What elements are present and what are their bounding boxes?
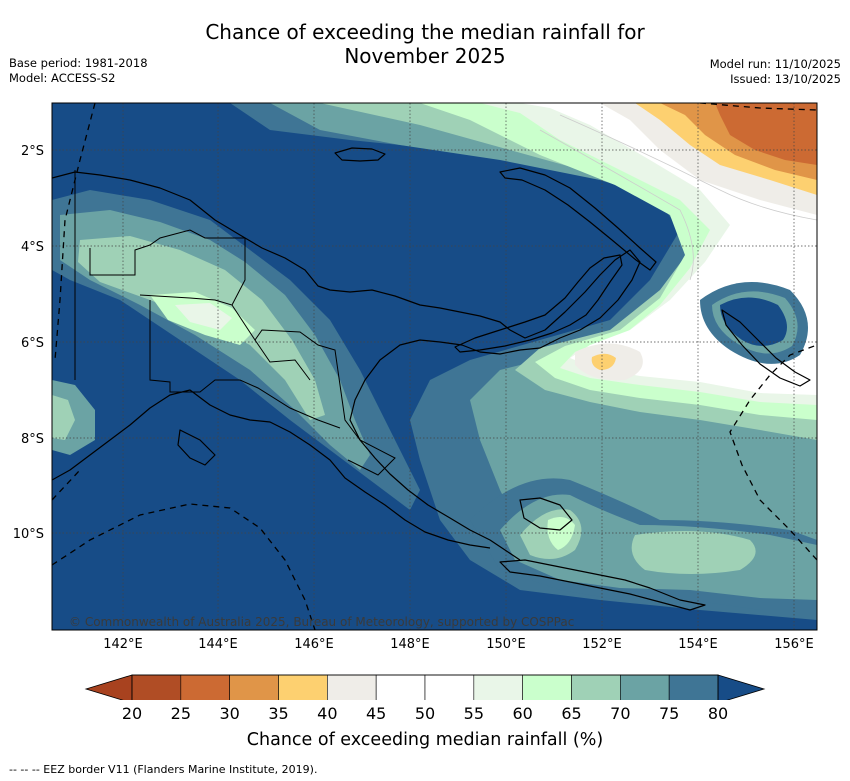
coastline-new-britain <box>454 254 623 353</box>
colorbar-tick-35: 35 <box>268 704 289 723</box>
lon-label-148e: 148°E <box>390 637 430 652</box>
contour-ne-corner-25 <box>715 103 817 165</box>
eez-border-northeast <box>699 103 817 111</box>
base-period-text: Base period: 1981-2018 <box>9 56 148 70</box>
colorbar-tick-75: 75 <box>658 704 680 723</box>
lon-label-146e: 146°E <box>294 637 334 652</box>
coastlines <box>52 147 811 611</box>
colorbar-frame <box>131 674 719 700</box>
contour-northeast-70 <box>270 103 817 610</box>
map-frame <box>51 102 818 631</box>
colorbar-segment-40-45 <box>327 674 377 700</box>
lat-label-4s: 4°S <box>21 240 44 255</box>
lon-label-156e: 156°E <box>774 637 814 652</box>
contour-west-edge-65 <box>52 395 75 440</box>
province-boundary-1 <box>89 229 246 306</box>
province-boundary-3 <box>149 300 341 429</box>
coastline-new-guinea-south <box>52 389 491 549</box>
lat-label-6s: 6°S <box>21 336 44 351</box>
contour-solomon-sea-east-65 <box>631 531 756 574</box>
colorbar-segment-30-35 <box>229 674 279 700</box>
latitude-labels: 2°S 4°S 6°S 8°S 10°S <box>13 144 44 542</box>
contour-central-dry-35 <box>591 353 616 370</box>
eez-border-southeast <box>729 344 817 561</box>
coastline-fly-delta <box>177 429 216 466</box>
colorbar-tick-80: 80 <box>707 704 729 723</box>
coastline-dentrecasteaux <box>519 497 573 531</box>
eez-border-southwest <box>52 503 316 630</box>
contour-bismarck-sea-wet-80 <box>720 297 787 346</box>
colorbar-tick-25: 25 <box>170 704 191 723</box>
colorbar-segment-65-70 <box>571 674 621 700</box>
lon-label-154e: 154°E <box>678 637 718 652</box>
colorbar-segment-20-25 <box>131 674 182 700</box>
contour-line-50 <box>559 114 817 221</box>
rainfall-contours <box>52 103 817 630</box>
colorbar-tick-50: 50 <box>414 704 436 723</box>
colorbar-tick-30: 30 <box>219 704 240 723</box>
eez-borders <box>52 103 817 630</box>
model-text: Model: ACCESS-S2 <box>9 71 116 85</box>
meta-left: Base period: 1981-2018 Model: ACCESS-S2 <box>9 56 148 86</box>
province-boundary-4 <box>254 339 311 381</box>
province-boundary-2 <box>139 294 396 476</box>
colorbar-segment-75-80 <box>668 674 719 700</box>
chart-title-line2: November 2025 <box>344 44 506 68</box>
colorbar-segment-25-30 <box>180 674 230 700</box>
eez-border-west-north <box>54 103 96 361</box>
coastline-louisiade <box>499 559 706 611</box>
colorbar-tick-65: 65 <box>561 704 582 723</box>
lon-label-144e: 144°E <box>198 637 238 652</box>
meta-right: Model run: 11/10/2025 Issued: 13/10/2025 <box>710 57 841 87</box>
lat-label-8s: 8°S <box>21 432 44 447</box>
colorbar-tick-40: 40 <box>317 704 338 723</box>
lon-label-150e: 150°E <box>486 637 526 652</box>
lon-label-142e: 142°E <box>103 637 143 652</box>
map-figure: © Commonwealth of Australia 2025, Bureau… <box>13 102 818 700</box>
model-run-text: Model run: 11/10/2025 <box>709 57 841 71</box>
coastline-bougainville <box>721 309 811 387</box>
contour-highlands-65 <box>78 236 325 420</box>
colorbar-tick-55: 55 <box>463 704 484 723</box>
colorbar-segment-55-60 <box>473 674 523 700</box>
coastline-new-guinea-north <box>52 171 641 561</box>
lat-label-10s: 10°S <box>13 527 44 542</box>
contour-solomon-sea-60 <box>547 516 575 550</box>
issued-text: Issued: 13/10/2025 <box>730 72 841 86</box>
eez-border-west-south <box>52 469 81 501</box>
copyright-attribution: © Commonwealth of Australia 2025, Bureau… <box>69 615 574 629</box>
eez-legend-note: -- -- -- EEZ border V11 (Flanders Marine… <box>9 763 318 776</box>
colorbar-segment-35-40 <box>278 674 328 700</box>
colorbar-tick-20: 20 <box>121 704 143 723</box>
contour-line-55 <box>539 129 694 281</box>
colorbar-segment-70-75 <box>620 674 670 700</box>
colorbar-under-arrow <box>84 674 133 700</box>
lon-label-152e: 152°E <box>582 637 622 652</box>
colorbar-over-arrow <box>717 674 766 700</box>
lat-label-2s: 2°S <box>21 144 44 159</box>
coastline-new-ireland <box>499 167 657 271</box>
chart-title-line1: Chance of exceeding the median rainfall … <box>205 20 645 44</box>
colorbar-segment-45-50 <box>375 674 426 700</box>
longitude-labels: 142°E 144°E 146°E 148°E 150°E 152°E 154°… <box>103 637 814 652</box>
coastline-manus <box>334 147 386 162</box>
colorbar-tick-45: 45 <box>365 704 387 723</box>
colorbar-segment-60-65 <box>522 674 572 700</box>
colorbar-tick-70: 70 <box>610 704 631 723</box>
colorbar-label: Chance of exceeding median rainfall (%) <box>246 730 604 750</box>
province-boundaries <box>74 170 396 476</box>
colorbar-tick-60: 60 <box>512 704 533 723</box>
colorbar <box>84 674 766 700</box>
colorbar-segment-50-55 <box>424 674 475 700</box>
